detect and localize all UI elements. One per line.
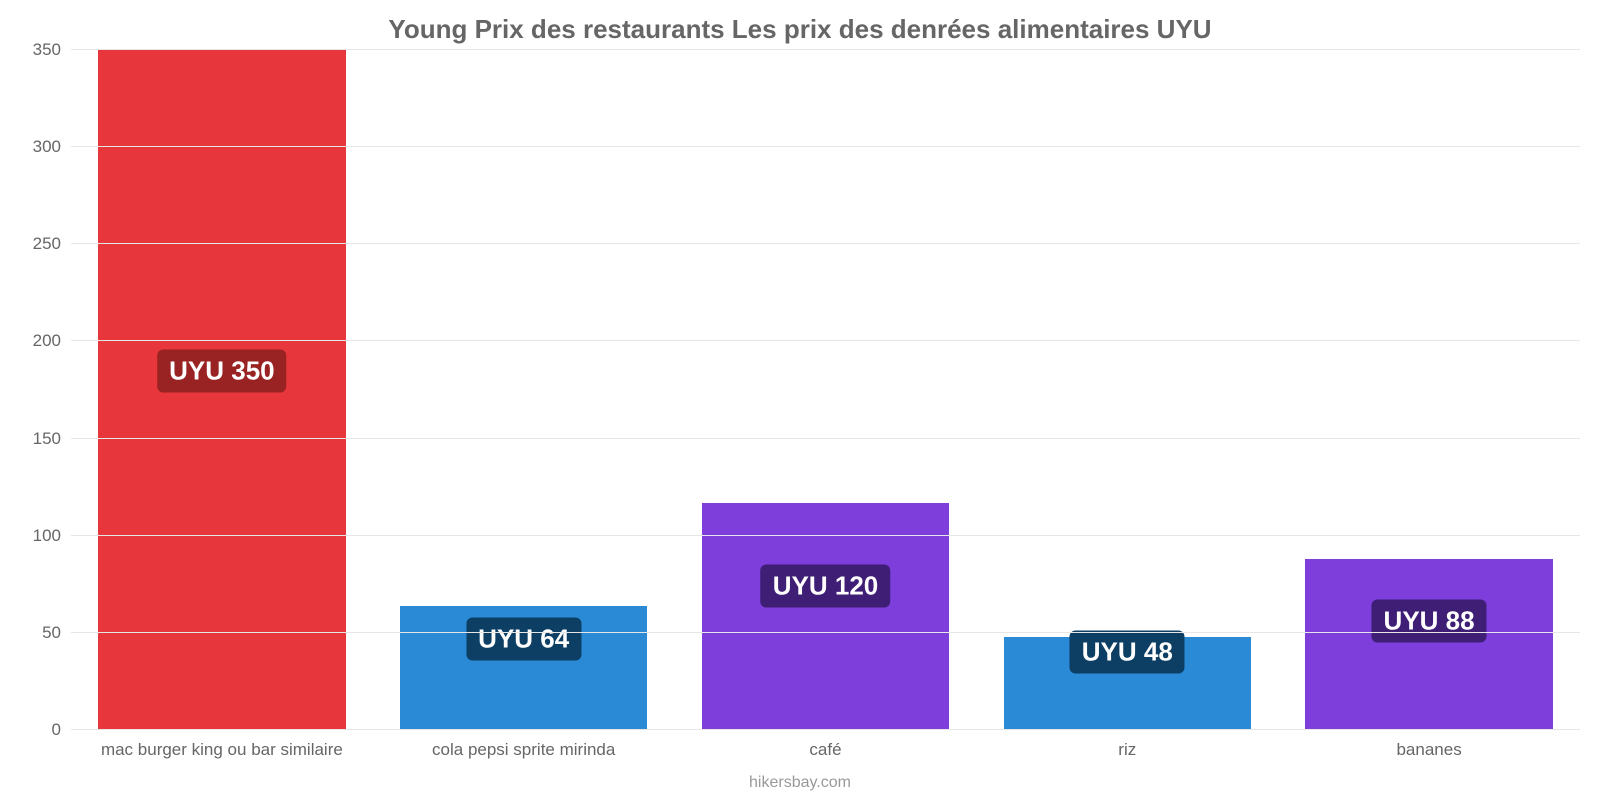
y-tick-label: 100 [33, 526, 71, 546]
y-tick-label: 50 [42, 623, 71, 643]
y-tick-label: 250 [33, 234, 71, 254]
x-tick-label: mac burger king ou bar similaire [101, 740, 343, 760]
x-tick-label: riz [1118, 740, 1136, 760]
value-badge: UYU 88 [1372, 600, 1487, 643]
bar-slot: UYU 120café [675, 50, 977, 730]
gridline [71, 535, 1580, 536]
gridline [71, 632, 1580, 633]
y-tick-label: 0 [52, 720, 71, 740]
value-badge: UYU 350 [157, 349, 287, 392]
y-tick-label: 350 [33, 40, 71, 60]
plot-area: UYU 350mac burger king ou bar similaireU… [70, 50, 1580, 730]
bars-container: UYU 350mac burger king ou bar similaireU… [71, 50, 1580, 730]
bar-slot: UYU 350mac burger king ou bar similaire [71, 50, 373, 730]
x-tick-label: café [809, 740, 841, 760]
gridline [71, 340, 1580, 341]
chart-title: Young Prix des restaurants Les prix des … [0, 14, 1600, 45]
bar [702, 503, 949, 730]
bar-slot: UYU 48riz [976, 50, 1278, 730]
y-tick-label: 150 [33, 429, 71, 449]
x-tick-label: bananes [1396, 740, 1461, 760]
source-label: hikersbay.com [0, 774, 1600, 792]
price-bar-chart: Young Prix des restaurants Les prix des … [0, 0, 1600, 800]
gridline [71, 49, 1580, 50]
value-badge: UYU 64 [466, 617, 581, 660]
gridline [71, 243, 1580, 244]
bar-slot: UYU 64cola pepsi sprite mirinda [373, 50, 675, 730]
bar-slot: UYU 88bananes [1278, 50, 1580, 730]
y-tick-label: 300 [33, 137, 71, 157]
gridline [71, 146, 1580, 147]
value-badge: UYU 120 [761, 565, 891, 608]
y-tick-label: 200 [33, 331, 71, 351]
bar [1305, 559, 1552, 730]
x-tick-label: cola pepsi sprite mirinda [432, 740, 615, 760]
value-badge: UYU 48 [1070, 631, 1185, 674]
gridline [71, 729, 1580, 730]
gridline [71, 438, 1580, 439]
